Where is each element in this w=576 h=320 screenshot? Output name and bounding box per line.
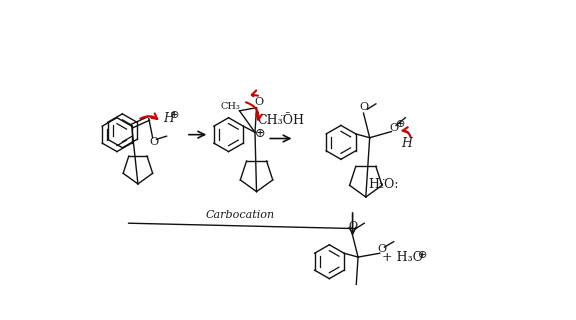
Text: O: O xyxy=(348,221,357,231)
Text: ⊕: ⊕ xyxy=(255,127,266,140)
FancyArrowPatch shape xyxy=(141,113,157,119)
Text: O: O xyxy=(254,97,263,107)
Text: ⊕: ⊕ xyxy=(170,110,180,120)
Text: CH₃ŌH: CH₃ŌH xyxy=(257,114,304,127)
Text: CH₃: CH₃ xyxy=(220,102,240,111)
Text: + H₃O: + H₃O xyxy=(382,251,423,264)
FancyArrowPatch shape xyxy=(403,127,411,137)
Text: O: O xyxy=(359,102,369,112)
Text: Carbocation: Carbocation xyxy=(206,211,275,220)
Text: O: O xyxy=(150,137,159,147)
Text: ⊕: ⊕ xyxy=(396,119,406,129)
Text: H: H xyxy=(401,137,412,150)
Text: H₂O:: H₂O: xyxy=(368,178,399,191)
FancyArrowPatch shape xyxy=(252,91,258,96)
FancyArrowPatch shape xyxy=(246,102,262,120)
Text: ̈: ̈ xyxy=(278,114,286,127)
Text: ⊕: ⊕ xyxy=(418,250,427,260)
Text: O: O xyxy=(389,123,398,133)
Text: O: O xyxy=(377,244,386,254)
Text: H: H xyxy=(164,112,175,125)
